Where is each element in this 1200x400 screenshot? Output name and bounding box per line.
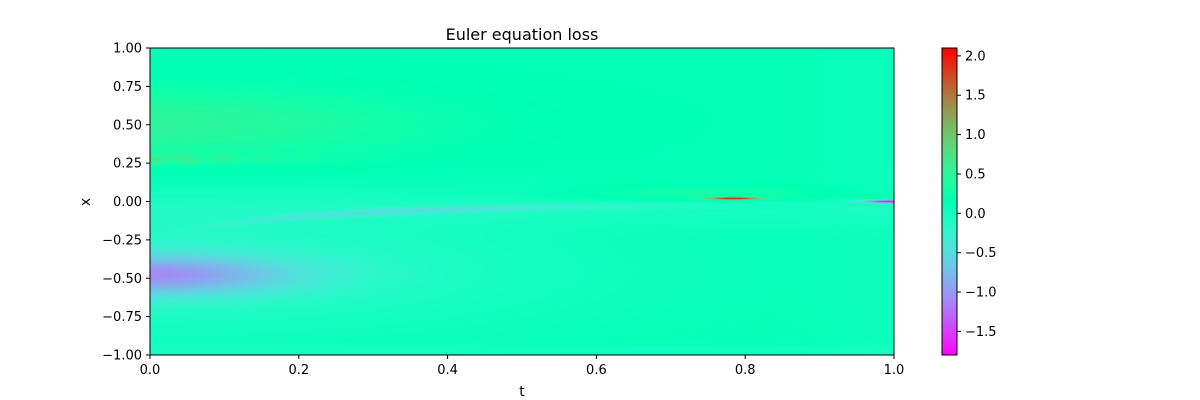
y-tick-label-7: −0.75: [102, 310, 142, 325]
x-tick-label-0: 0.0: [140, 363, 161, 378]
y-tick-label-2: 0.50: [113, 118, 142, 133]
colorbar-ticks: 2.0 1.5 1.0 0.5 0.0 −0.5 −1.0 −1.5: [957, 49, 997, 340]
colorbar-gradient: [942, 48, 957, 355]
y-tick-label-1: 0.75: [113, 80, 142, 95]
colorbar-tick-label-2: 1.0: [965, 128, 986, 143]
y-tick-label-6: −0.50: [102, 272, 142, 287]
colorbar-frame: [941, 47, 958, 356]
y-tick-label-8: −1.00: [102, 349, 142, 364]
x-tick-label-4: 0.8: [735, 363, 756, 378]
colorbar-tick-label-1: 1.5: [965, 89, 986, 104]
y-axis: 1.00 0.75 0.50 0.25 0.00 −0.25 −0.50 −0.75 −1.00: [102, 42, 150, 364]
x-tick-label-3: 0.6: [586, 363, 607, 378]
colorbar-tick-label-6: −1.0: [965, 286, 997, 301]
x-axis-label: t: [519, 384, 525, 400]
heatmap-image: [150, 48, 894, 355]
colorbar-tick-label-3: 0.5: [965, 167, 986, 182]
chart-title: Euler equation loss: [446, 25, 599, 44]
x-axis: 0.0 0.2 0.4 0.6 0.8 1.0: [140, 355, 905, 378]
colorbar-tick-label-4: 0.0: [965, 207, 986, 222]
plot-area: [149, 47, 895, 356]
colorbar-tick-label-5: −0.5: [965, 246, 997, 261]
colorbar-tick-label-7: −1.5: [965, 325, 997, 340]
colorbar: 2.0 1.5 1.0 0.5 0.0 −0.5 −1.0 −1.5: [941, 47, 997, 356]
y-axis-label: x: [78, 198, 94, 206]
y-tick-label-5: −0.25: [102, 233, 142, 248]
x-tick-label-1: 0.2: [288, 363, 309, 378]
y-tick-label-4: 0.00: [113, 195, 142, 210]
y-tick-label-3: 0.25: [113, 157, 142, 172]
y-tick-label-0: 1.00: [113, 42, 142, 57]
x-tick-label-2: 0.4: [437, 363, 458, 378]
x-tick-label-5: 1.0: [884, 363, 905, 378]
colorbar-tick-label-0: 2.0: [965, 49, 986, 64]
